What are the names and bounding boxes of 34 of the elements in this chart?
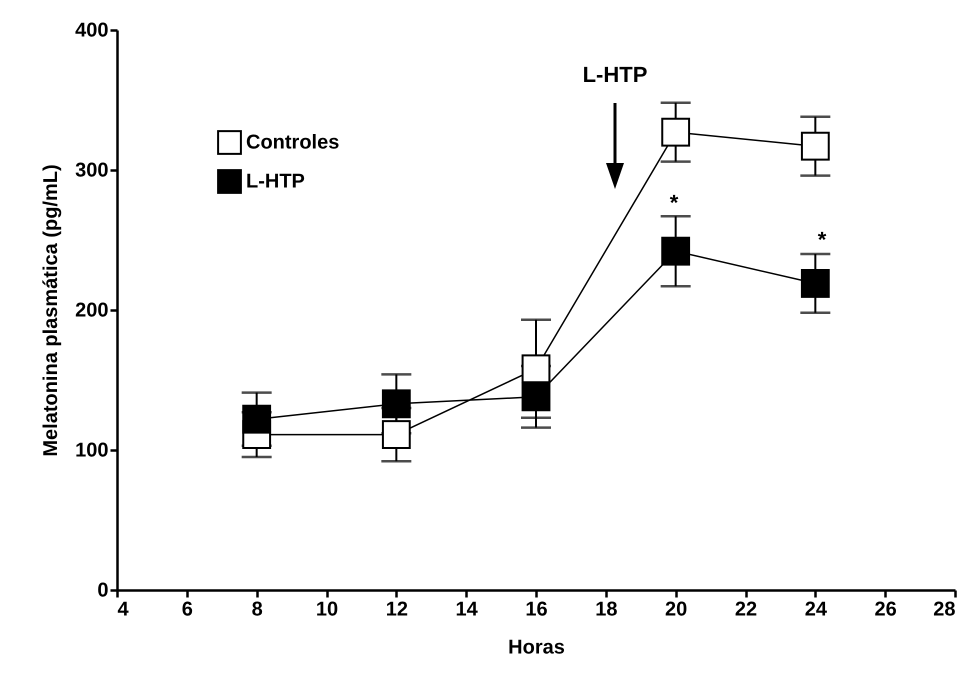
x-tick-label: 24 <box>804 598 828 620</box>
y-tick-label: 200 <box>75 300 108 322</box>
point <box>382 389 411 418</box>
point <box>661 236 690 266</box>
point <box>382 420 411 450</box>
y-tick-label: 0 <box>97 580 108 602</box>
x-tick-label: 22 <box>734 598 758 620</box>
x-axis-title: Horas <box>508 636 565 658</box>
y-axis-title: Melatonina plasmática (pg/mL) <box>40 164 62 457</box>
x-tick-label: 26 <box>874 598 897 620</box>
point <box>800 132 830 161</box>
x-tick-label: 6 <box>182 598 193 620</box>
x-tick-label: 12 <box>386 598 408 620</box>
legend-label: L-HTP <box>246 170 305 192</box>
x-tick-label: 16 <box>525 598 548 620</box>
point <box>522 354 550 384</box>
annotation: * <box>818 227 826 253</box>
x-tick-label: 10 <box>316 598 338 620</box>
y-tick-label: 300 <box>75 160 108 182</box>
point <box>522 382 550 412</box>
x-tick-label: 4 <box>118 598 130 620</box>
legend-label: Controles <box>246 132 340 154</box>
x-tick-label: 28 <box>933 598 956 620</box>
point <box>242 404 272 434</box>
x-tick-label: 18 <box>595 598 618 620</box>
point <box>800 268 830 298</box>
x-tick-label: 8 <box>252 598 263 620</box>
point <box>661 118 690 147</box>
x-tick-label: 14 <box>456 598 479 620</box>
y-tick-label: 100 <box>75 440 108 462</box>
annotation: L-HTP <box>582 62 648 88</box>
x-tick-label: 20 <box>665 598 688 620</box>
annotation: * <box>670 190 678 216</box>
y-tick-label: 400 <box>75 20 108 42</box>
